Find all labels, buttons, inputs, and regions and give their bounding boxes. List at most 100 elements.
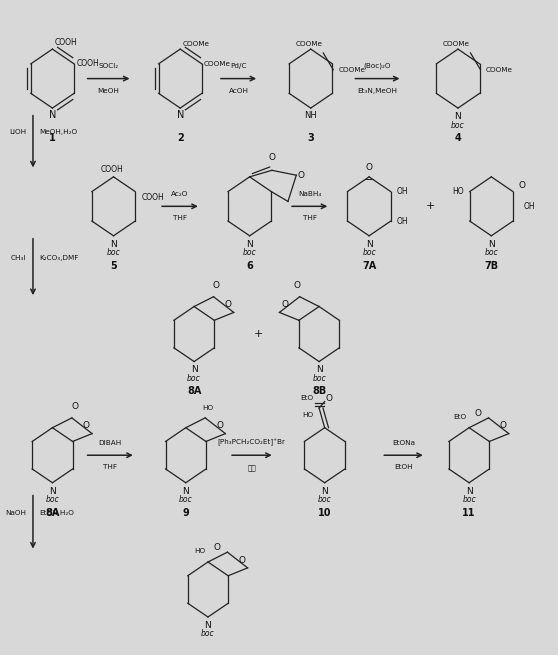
- Text: 7A: 7A: [362, 261, 376, 271]
- Text: OH: OH: [524, 202, 536, 211]
- Text: EtONa: EtONa: [392, 440, 415, 446]
- Text: 6: 6: [246, 261, 253, 271]
- Text: O: O: [475, 409, 482, 418]
- Text: 1: 1: [49, 133, 56, 143]
- Text: NH: NH: [304, 111, 317, 121]
- Text: boc: boc: [484, 248, 498, 257]
- Text: boc: boc: [187, 374, 201, 383]
- Text: O: O: [71, 402, 78, 411]
- Text: AcOH: AcOH: [229, 88, 248, 94]
- Text: O: O: [268, 153, 275, 162]
- Text: N: N: [246, 240, 253, 249]
- Text: THF: THF: [302, 215, 316, 221]
- Text: [Ph₃PCH₂CO₂Et]⁺Br: [Ph₃PCH₂CO₂Et]⁺Br: [218, 439, 286, 446]
- Text: N: N: [321, 487, 328, 496]
- Text: 9: 9: [182, 508, 189, 517]
- Text: NaBH₄: NaBH₄: [298, 191, 321, 197]
- Text: OH: OH: [396, 217, 408, 225]
- Text: N: N: [365, 240, 373, 249]
- Text: N: N: [488, 240, 495, 249]
- Text: O: O: [326, 394, 333, 403]
- Text: +: +: [253, 329, 263, 339]
- Text: NaOH: NaOH: [5, 510, 26, 516]
- Text: N: N: [49, 487, 56, 496]
- Text: MeOH,H₂O: MeOH,H₂O: [40, 129, 78, 136]
- Text: N: N: [176, 110, 184, 120]
- Text: Ac₂O: Ac₂O: [171, 191, 189, 197]
- Text: 8B: 8B: [312, 386, 326, 396]
- Text: COOMe: COOMe: [339, 67, 365, 73]
- Text: O: O: [217, 421, 223, 430]
- Text: boc: boc: [312, 374, 326, 383]
- Text: boc: boc: [243, 248, 257, 257]
- Text: COOH: COOH: [55, 38, 78, 47]
- Text: MeOH: MeOH: [98, 88, 119, 94]
- Text: boc: boc: [107, 248, 121, 257]
- Text: Et₃N,MeOH: Et₃N,MeOH: [358, 88, 397, 94]
- Text: COOH: COOH: [76, 60, 99, 68]
- Text: HO: HO: [452, 187, 464, 196]
- Text: boc: boc: [46, 495, 59, 504]
- Text: O: O: [83, 421, 90, 430]
- Text: COOMe: COOMe: [204, 61, 231, 67]
- Text: O: O: [282, 300, 288, 309]
- Text: Pd/C: Pd/C: [230, 64, 247, 69]
- Text: +: +: [426, 201, 435, 212]
- Text: 11: 11: [463, 508, 476, 517]
- Text: 3: 3: [307, 133, 314, 143]
- Text: O: O: [518, 181, 526, 190]
- Text: HO: HO: [302, 411, 314, 418]
- Text: DIBAH: DIBAH: [99, 440, 122, 446]
- Text: N: N: [455, 112, 461, 121]
- Text: THF: THF: [103, 464, 117, 470]
- Text: O: O: [224, 300, 232, 309]
- Text: O: O: [238, 555, 246, 565]
- Text: THF: THF: [173, 215, 187, 221]
- Text: boc: boc: [362, 248, 376, 257]
- Text: N: N: [182, 487, 189, 496]
- Text: K₂CO₃,DMF: K₂CO₃,DMF: [40, 255, 79, 261]
- Text: N: N: [316, 365, 323, 375]
- Text: COOMe: COOMe: [296, 41, 323, 47]
- Text: EtO: EtO: [453, 414, 466, 420]
- Text: EtOH,H₂O: EtOH,H₂O: [40, 510, 75, 516]
- Text: O: O: [297, 171, 305, 179]
- Text: boc: boc: [451, 121, 465, 130]
- Text: COOMe: COOMe: [182, 41, 209, 47]
- Text: CH₃I: CH₃I: [11, 255, 26, 261]
- Text: EtO: EtO: [300, 395, 314, 402]
- Text: LiOH: LiOH: [9, 129, 26, 136]
- Text: EtOH: EtOH: [395, 464, 413, 470]
- Text: 5: 5: [110, 261, 117, 271]
- Text: 甲苯: 甲苯: [248, 464, 256, 471]
- Text: 8A: 8A: [45, 508, 60, 517]
- Text: 4: 4: [455, 133, 461, 143]
- Text: O: O: [294, 281, 300, 290]
- Text: COOH: COOH: [100, 165, 123, 174]
- Text: O: O: [365, 162, 373, 172]
- Text: OH: OH: [396, 187, 408, 196]
- Text: boc: boc: [179, 495, 193, 504]
- Text: O: O: [213, 281, 220, 290]
- Text: N: N: [110, 240, 117, 249]
- Text: 2: 2: [177, 133, 184, 143]
- Text: O: O: [499, 421, 507, 430]
- Text: 7B: 7B: [484, 261, 498, 271]
- Text: HO: HO: [194, 548, 205, 554]
- Text: N: N: [49, 110, 56, 120]
- Text: SOCl₂: SOCl₂: [98, 64, 119, 69]
- Text: COOMe: COOMe: [443, 41, 470, 47]
- Text: boc: boc: [318, 495, 331, 504]
- Text: (Boc)₂O: (Boc)₂O: [364, 63, 391, 69]
- Text: 8A: 8A: [187, 386, 201, 396]
- Text: HO: HO: [203, 405, 214, 411]
- Text: N: N: [466, 487, 473, 496]
- Text: N: N: [205, 621, 211, 630]
- Text: O: O: [214, 543, 220, 552]
- Text: COOMe: COOMe: [486, 67, 513, 73]
- Text: boc: boc: [201, 629, 215, 639]
- Text: boc: boc: [462, 495, 476, 504]
- Text: 10: 10: [318, 508, 331, 517]
- Text: N: N: [191, 365, 198, 375]
- Text: COOH: COOH: [141, 193, 164, 202]
